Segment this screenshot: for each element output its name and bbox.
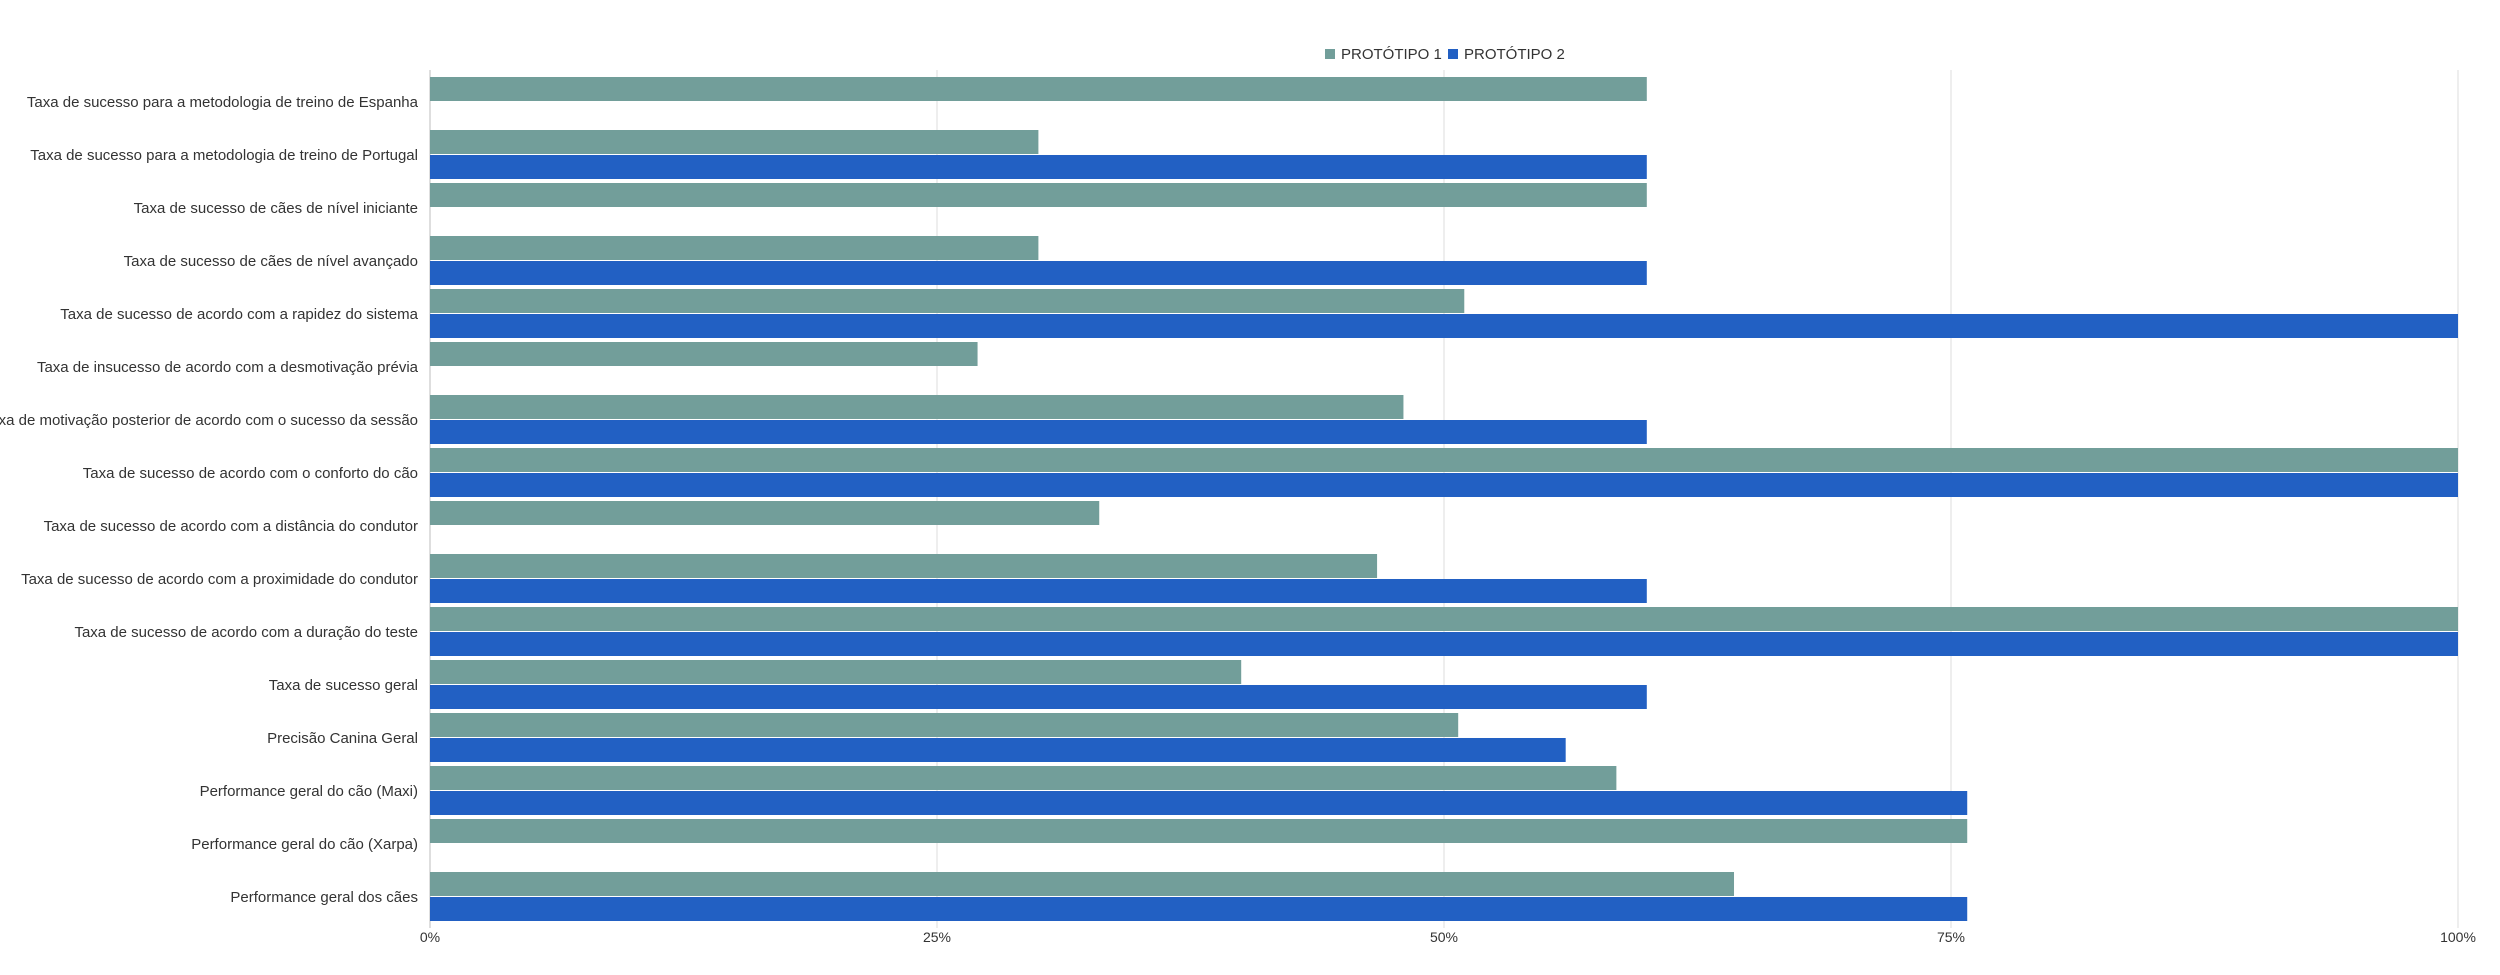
bar-prototipo-1 bbox=[430, 236, 1039, 260]
x-tick-label: 75% bbox=[1937, 929, 1965, 945]
bar-prototipo-1 bbox=[430, 130, 1039, 154]
category-label: Taxa de sucesso de cães de nível avançad… bbox=[124, 253, 418, 270]
bar-prototipo-1 bbox=[430, 342, 978, 366]
category-label: Performance geral do cão (Xarpa) bbox=[191, 836, 418, 853]
x-tick-label: 100% bbox=[2440, 929, 2476, 945]
bar-prototipo-1 bbox=[430, 660, 1242, 684]
bar-prototipo-2 bbox=[430, 791, 1968, 815]
category-label: Precisão Canina Geral bbox=[267, 730, 418, 747]
bar-prototipo-2 bbox=[430, 685, 1647, 709]
legend-label: PROTÓTIPO 1 bbox=[1341, 46, 1442, 63]
bars bbox=[430, 77, 2458, 921]
category-label: Taxa de sucesso de cães de nível inician… bbox=[134, 200, 418, 217]
bar-prototipo-1 bbox=[430, 501, 1100, 525]
bar-prototipo-2 bbox=[430, 314, 2458, 338]
legend-label: PROTÓTIPO 2 bbox=[1464, 46, 1565, 63]
category-label: Taxa de sucesso geral bbox=[269, 677, 418, 694]
bar-prototipo-1 bbox=[430, 819, 1968, 843]
category-label: Taxa de sucesso para a metodologia de tr… bbox=[27, 94, 419, 111]
category-label: Performance geral do cão (Maxi) bbox=[200, 783, 418, 800]
category-label: Taxa de insucesso de acordo com a desmot… bbox=[37, 359, 419, 376]
category-label: Taxa de sucesso para a metodologia de tr… bbox=[30, 147, 418, 164]
bar-prototipo-2 bbox=[430, 579, 1647, 603]
bar-prototipo-1 bbox=[430, 554, 1378, 578]
bar-prototipo-1 bbox=[430, 395, 1404, 419]
legend: PROTÓTIPO 1 PROTÓTIPO 2 bbox=[1325, 46, 1565, 63]
bar-prototipo-1 bbox=[430, 183, 1647, 207]
category-label: Taxa de sucesso de acordo com a proximid… bbox=[21, 571, 418, 588]
bar-prototipo-2 bbox=[430, 897, 1968, 921]
category-label: Taxa de sucesso de acordo com o conforto… bbox=[83, 465, 418, 482]
x-tick-label: 50% bbox=[1430, 929, 1458, 945]
category-label: Taxa de motivação posterior de acordo co… bbox=[0, 412, 418, 429]
category-label: Taxa de sucesso de acordo com a distânci… bbox=[44, 518, 418, 535]
bar-prototipo-1 bbox=[430, 77, 1647, 101]
legend-swatch bbox=[1448, 49, 1458, 59]
bar-prototipo-1 bbox=[430, 713, 1459, 737]
bar-prototipo-2 bbox=[430, 155, 1647, 179]
bar-prototipo-1 bbox=[430, 448, 2458, 472]
bar-prototipo-1 bbox=[430, 607, 2458, 631]
category-label: Performance geral dos cães bbox=[230, 889, 418, 906]
bar-prototipo-1 bbox=[430, 872, 1735, 896]
bar-prototipo-2 bbox=[430, 738, 1566, 762]
bar-prototipo-1 bbox=[430, 766, 1617, 790]
x-tick-label: 25% bbox=[923, 929, 951, 945]
category-label: Taxa de sucesso de acordo com a rapidez … bbox=[60, 306, 418, 323]
x-tick-label: 0% bbox=[420, 929, 440, 945]
x-axis-tick-labels: 0% 25% 50% 75% 100% bbox=[420, 929, 2476, 945]
bar-prototipo-2 bbox=[430, 473, 2458, 497]
category-label: Taxa de sucesso de acordo com a duração … bbox=[74, 624, 418, 641]
bar-prototipo-2 bbox=[430, 420, 1647, 444]
legend-swatch bbox=[1325, 49, 1335, 59]
bar-prototipo-1 bbox=[430, 289, 1465, 313]
bar-prototipo-2 bbox=[430, 261, 1647, 285]
bar-prototipo-2 bbox=[430, 632, 2458, 656]
category-labels: Taxa de sucesso para a metodologia de tr… bbox=[0, 94, 419, 906]
